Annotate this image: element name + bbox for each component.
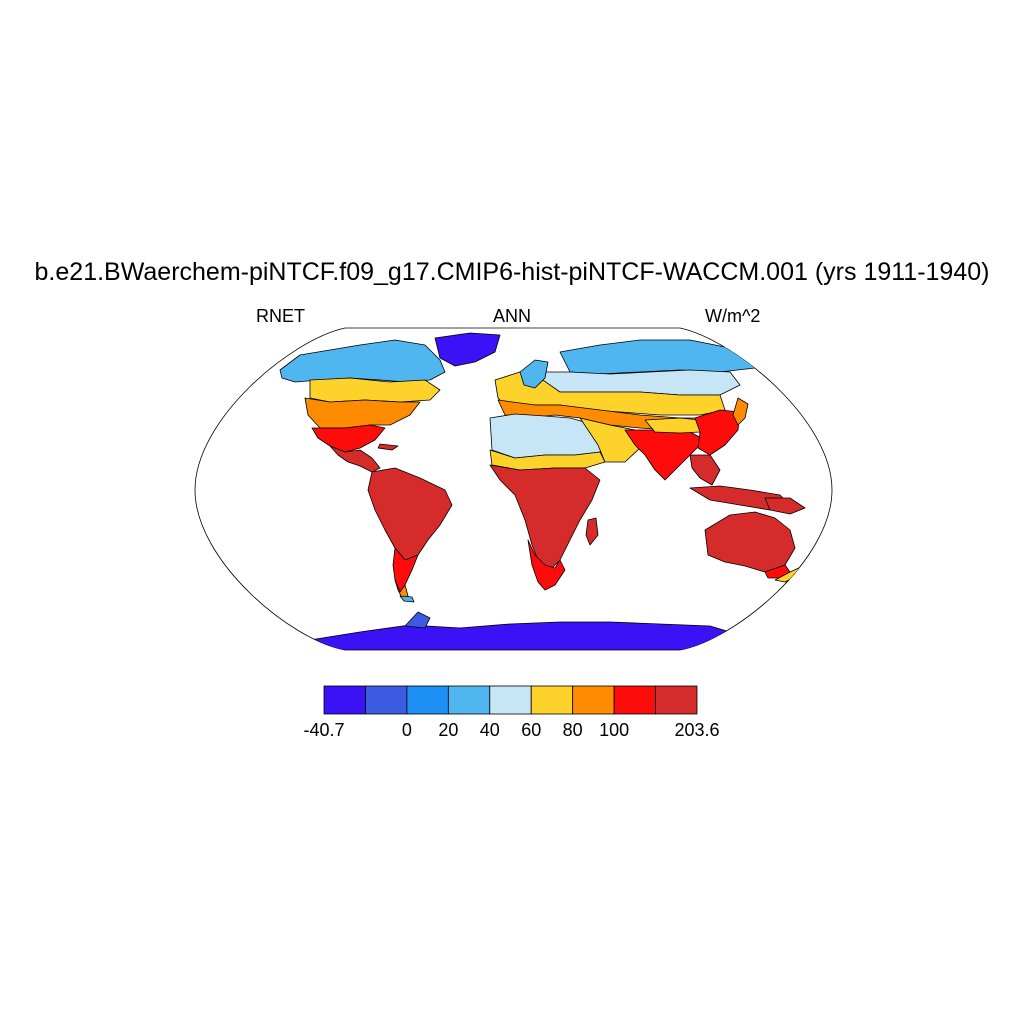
colorbar-box [323, 685, 366, 715]
colorbar-box [447, 685, 491, 715]
colorbar-tick-label: -40.7 [303, 720, 345, 740]
tropical-africa [489, 464, 601, 571]
colorbar-tick-label: 203.6 [674, 720, 720, 740]
colorbar-box [406, 685, 449, 715]
colorbar [323, 685, 698, 715]
colorbar-tick-label: 40 [479, 720, 500, 740]
southern-africa [527, 539, 566, 591]
north-america-arctic [279, 339, 446, 383]
south-america [367, 467, 453, 561]
colorbar-box [530, 685, 574, 715]
cuba [377, 443, 399, 451]
north-america-temperate [304, 397, 421, 429]
scandinavia [519, 359, 549, 389]
variable-label: RNET [256, 306, 305, 326]
north-america-south [311, 424, 386, 453]
tierra-del-fuego [399, 595, 415, 603]
australia [704, 511, 796, 573]
greenland [434, 332, 501, 367]
southeast-asia [689, 454, 721, 486]
colorbar-tick-label: 20 [438, 720, 459, 740]
colorbar-box [572, 685, 615, 715]
colorbar-box [613, 685, 656, 715]
colorbar-box [489, 685, 532, 715]
units-label: W/m^2 [705, 306, 761, 326]
madagascar [585, 517, 599, 546]
colorbar-tick-label: 60 [521, 720, 542, 740]
plot-title: b.e21.BWaerchem-piNTCF.f09_g17.CMIP6-his… [34, 258, 990, 286]
season-label: ANN [492, 306, 531, 326]
north-america-boreal [309, 377, 441, 403]
antarctic-peninsula [404, 611, 431, 629]
new-guinea [764, 497, 806, 515]
east-asia [694, 409, 741, 456]
colorbar-tick-label: 100 [599, 720, 630, 740]
colorbar-tick-label: 0 [401, 720, 412, 740]
central-america [329, 445, 381, 473]
japan [732, 397, 749, 426]
colorbar-tick-label: 80 [562, 720, 583, 740]
arabia [579, 417, 641, 463]
colorbar-box [365, 685, 408, 715]
colorbar-box [655, 685, 698, 715]
